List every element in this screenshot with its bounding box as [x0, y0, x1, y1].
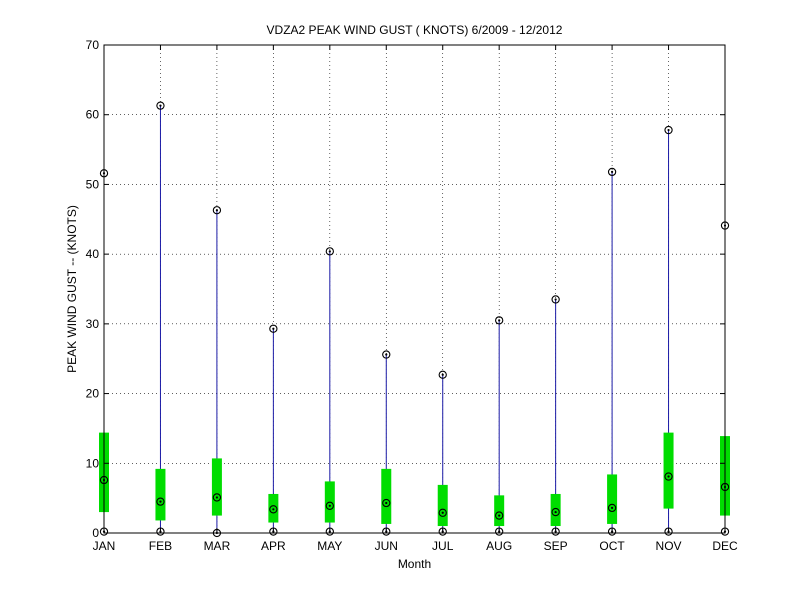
max-marker — [664, 125, 673, 135]
max-marker — [212, 206, 222, 215]
median-marker — [269, 505, 278, 514]
median-marker-dot — [498, 514, 501, 517]
x-tick-label: NOV — [656, 539, 682, 553]
median-marker — [607, 503, 617, 513]
median-marker — [382, 498, 391, 508]
max-marker — [382, 350, 391, 359]
x-tick-label: MAY — [317, 539, 342, 553]
median-marker-dot — [328, 504, 331, 507]
box-group-jul — [437, 370, 448, 536]
x-axis-label: Month — [398, 557, 431, 571]
x-tick-label: FEB — [149, 539, 172, 553]
iqr-box — [550, 493, 561, 527]
median-marker-dot — [667, 475, 670, 478]
iqr-box — [211, 458, 222, 516]
max-marker-dot — [441, 373, 444, 376]
chart-title: VDZA2 PEAK WIND GUST ( KNOTS) 6/2009 - 1… — [267, 23, 563, 37]
max-marker — [269, 324, 278, 333]
iqr-box — [607, 474, 618, 524]
box-group-nov — [663, 125, 674, 536]
max-marker — [325, 247, 334, 256]
median-marker — [156, 497, 165, 506]
y-tick-label: 60 — [86, 108, 100, 122]
x-tick-label: JAN — [93, 539, 116, 553]
iqr-box — [155, 468, 166, 521]
max-marker-dot — [385, 353, 388, 356]
x-tick-label: MAR — [204, 539, 231, 553]
median-marker-dot — [441, 511, 444, 514]
median-marker — [438, 508, 447, 517]
median-marker — [325, 501, 334, 510]
y-tick-label: 70 — [86, 38, 100, 52]
x-tick-label: OCT — [599, 539, 625, 553]
x-tick-label: JUL — [432, 539, 454, 553]
box-group-mar — [211, 206, 222, 538]
max-marker-dot — [159, 104, 162, 107]
max-marker-dot — [215, 209, 219, 212]
y-tick-label: 10 — [86, 456, 100, 470]
box-group-apr — [268, 324, 279, 536]
max-marker — [551, 295, 560, 304]
max-marker — [438, 370, 447, 379]
y-tick-label: 40 — [86, 247, 100, 261]
axes-box — [103, 44, 726, 534]
median-marker — [495, 511, 504, 520]
y-tick-label: 0 — [92, 526, 99, 540]
iqr-box — [663, 432, 674, 509]
max-marker-dot — [610, 170, 614, 173]
median-marker-dot — [272, 508, 275, 511]
max-marker — [156, 101, 165, 110]
max-marker-dot — [667, 128, 670, 132]
median-marker — [551, 507, 560, 517]
max-marker-dot — [554, 298, 557, 301]
max-marker-dot — [272, 327, 275, 330]
y-tick-label: 30 — [86, 317, 100, 331]
iqr-box — [437, 484, 448, 527]
median-marker — [664, 472, 673, 481]
y-tick-label: 20 — [86, 387, 100, 401]
x-tick-label: DEC — [712, 539, 738, 553]
x-tick-label: APR — [261, 539, 286, 553]
median-marker — [212, 493, 222, 502]
median-marker-dot — [385, 501, 388, 505]
median-marker-dot — [159, 500, 162, 503]
ticks: 0 10 20 30 40 50 60 70 JAN FEB MAR APR MAY JUN JUL AUG S… — [86, 38, 738, 553]
max-marker-dot — [328, 250, 331, 253]
max-marker — [607, 167, 617, 177]
box-group-may — [324, 247, 335, 536]
x-tick-label: AUG — [486, 539, 512, 553]
x-tick-label: JUN — [375, 539, 398, 553]
median-marker-dot — [554, 510, 557, 514]
iqr-box — [494, 495, 505, 527]
iqr-box — [381, 468, 392, 524]
max-marker — [495, 316, 504, 325]
median-marker-dot — [215, 496, 219, 499]
max-marker-dot — [498, 319, 501, 322]
median-marker-dot — [610, 506, 614, 510]
y-tick-label: 50 — [86, 177, 100, 191]
y-axis-label: PEAK WIND GUST -- (KNOTS) — [65, 205, 79, 373]
x-tick-label: SEP — [544, 539, 568, 553]
